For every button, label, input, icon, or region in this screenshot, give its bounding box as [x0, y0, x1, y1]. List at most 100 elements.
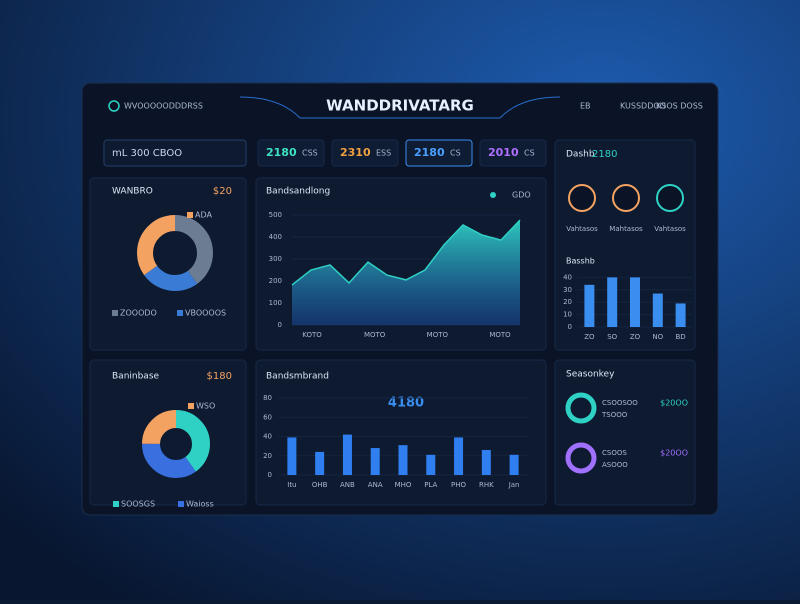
bar: [287, 437, 297, 475]
bar: [509, 454, 519, 475]
bar: [607, 277, 618, 327]
bar: [481, 449, 491, 475]
panel-title: Seasonkey: [566, 370, 615, 380]
legend-label: ADA: [195, 211, 212, 220]
panel-value: $20: [213, 186, 232, 197]
header-icon: [108, 100, 120, 112]
y-tick-label: 400: [269, 233, 282, 241]
card: [554, 139, 696, 351]
y-tick-label: 100: [269, 299, 282, 307]
stat-label: CSOOSOO: [602, 399, 638, 407]
y-tick-label: 500: [269, 211, 282, 219]
header-label: WVOOOOODDDRSS: [124, 102, 203, 111]
legend-label: ZOOODO: [120, 309, 157, 318]
title: WANDDRIVATARG: [326, 97, 474, 115]
stat-sub: TSOOO: [601, 411, 628, 419]
header-item: EB: [580, 102, 591, 111]
y-tick-label: 80: [263, 394, 272, 402]
legend-label: WSO: [196, 402, 215, 411]
kpi-card[interactable]: [405, 139, 473, 167]
x-tick-label: ZO: [630, 333, 641, 341]
x-tick-label: ZO: [584, 333, 595, 341]
card: [89, 359, 247, 506]
legend-label: Waioss: [186, 500, 214, 509]
x-tick-label: MHO: [395, 481, 412, 489]
bar: [398, 445, 408, 475]
card: [255, 359, 547, 506]
x-tick-label: BD: [675, 333, 685, 341]
kpi-card[interactable]: [331, 139, 399, 167]
card: [554, 359, 696, 506]
stat-value: $20OO: [660, 399, 688, 408]
area-fill: [292, 220, 520, 325]
panel-title: Basshb: [566, 257, 595, 266]
y-tick-label: 60: [263, 413, 272, 421]
icon-ring: [612, 184, 640, 212]
x-tick-label: ANA: [368, 481, 383, 489]
kpi-card[interactable]: [479, 139, 547, 167]
card: [89, 177, 247, 351]
area-line: [291, 219, 521, 286]
y-tick-label: 0: [268, 471, 272, 479]
donut-slice: [142, 410, 210, 478]
header-item: KUSSDDOO: [620, 102, 666, 111]
y-tick-label: 20: [263, 452, 272, 460]
x-tick-label: KOTO: [302, 331, 322, 339]
header-item: KSOS DOSS: [656, 102, 703, 111]
kpi-value: 2310: [340, 146, 371, 159]
panel-title: Bandsandlong: [266, 187, 330, 197]
icon-label: Mahtasos: [609, 225, 643, 233]
kpi-unit: ESS: [376, 149, 391, 158]
legend-label: VBOOOOS: [185, 309, 226, 318]
search-text: mL 300 CBOO: [112, 148, 182, 159]
x-tick-label: RHK: [479, 481, 494, 489]
legend-label: SOOSGS: [121, 500, 155, 509]
legend-label: GDO: [512, 191, 531, 200]
legend-swatch: [178, 501, 184, 507]
bar: [584, 284, 595, 327]
y-tick-label: 10: [563, 311, 572, 319]
search-box[interactable]: [103, 139, 247, 167]
legend-swatch: [188, 403, 194, 409]
donut-slice: [142, 410, 210, 478]
kpi-card[interactable]: [257, 139, 325, 167]
y-tick-label: 20: [563, 298, 572, 306]
stat-sub: ASOOO: [602, 461, 628, 469]
panel-title: Dashb: [566, 150, 595, 160]
header-frame: [239, 96, 561, 119]
panel-value: 2180: [592, 149, 617, 160]
legend-swatch: [113, 501, 119, 507]
x-tick-label: MOTO: [427, 331, 449, 339]
donut-slice: [137, 215, 213, 291]
bar: [426, 454, 436, 475]
kpi-unit: CS: [450, 149, 461, 158]
x-tick-label: ANB: [340, 481, 355, 489]
bar: [342, 434, 352, 475]
panel-value: $180: [207, 371, 232, 382]
bar: [675, 303, 686, 327]
y-tick-label: 300: [269, 255, 282, 263]
y-tick-label: 30: [563, 286, 572, 294]
y-tick-label: 200: [269, 277, 282, 285]
x-tick-label: SO: [607, 333, 617, 341]
bar: [370, 448, 380, 475]
icon-label: Vahtasos: [566, 225, 598, 233]
x-tick-label: NO: [652, 333, 663, 341]
stat-ring: [565, 392, 597, 424]
bar: [454, 437, 464, 475]
panel-title: WANBRO: [112, 187, 153, 197]
x-tick-label: OHB: [312, 481, 328, 489]
legend-swatch: [187, 212, 193, 218]
y-tick-label: 40: [563, 273, 572, 281]
x-tick-label: PLA: [424, 481, 437, 489]
x-tick-label: Jan: [508, 481, 520, 489]
legend-swatch: [177, 310, 183, 316]
x-tick-label: MOTO: [489, 331, 511, 339]
x-tick-label: PHO: [451, 481, 466, 489]
legend-swatch: [112, 310, 118, 316]
panel-value: 4180: [388, 396, 424, 411]
panel-title: Bandsmbrand: [266, 372, 329, 382]
icon-ring: [568, 184, 596, 212]
